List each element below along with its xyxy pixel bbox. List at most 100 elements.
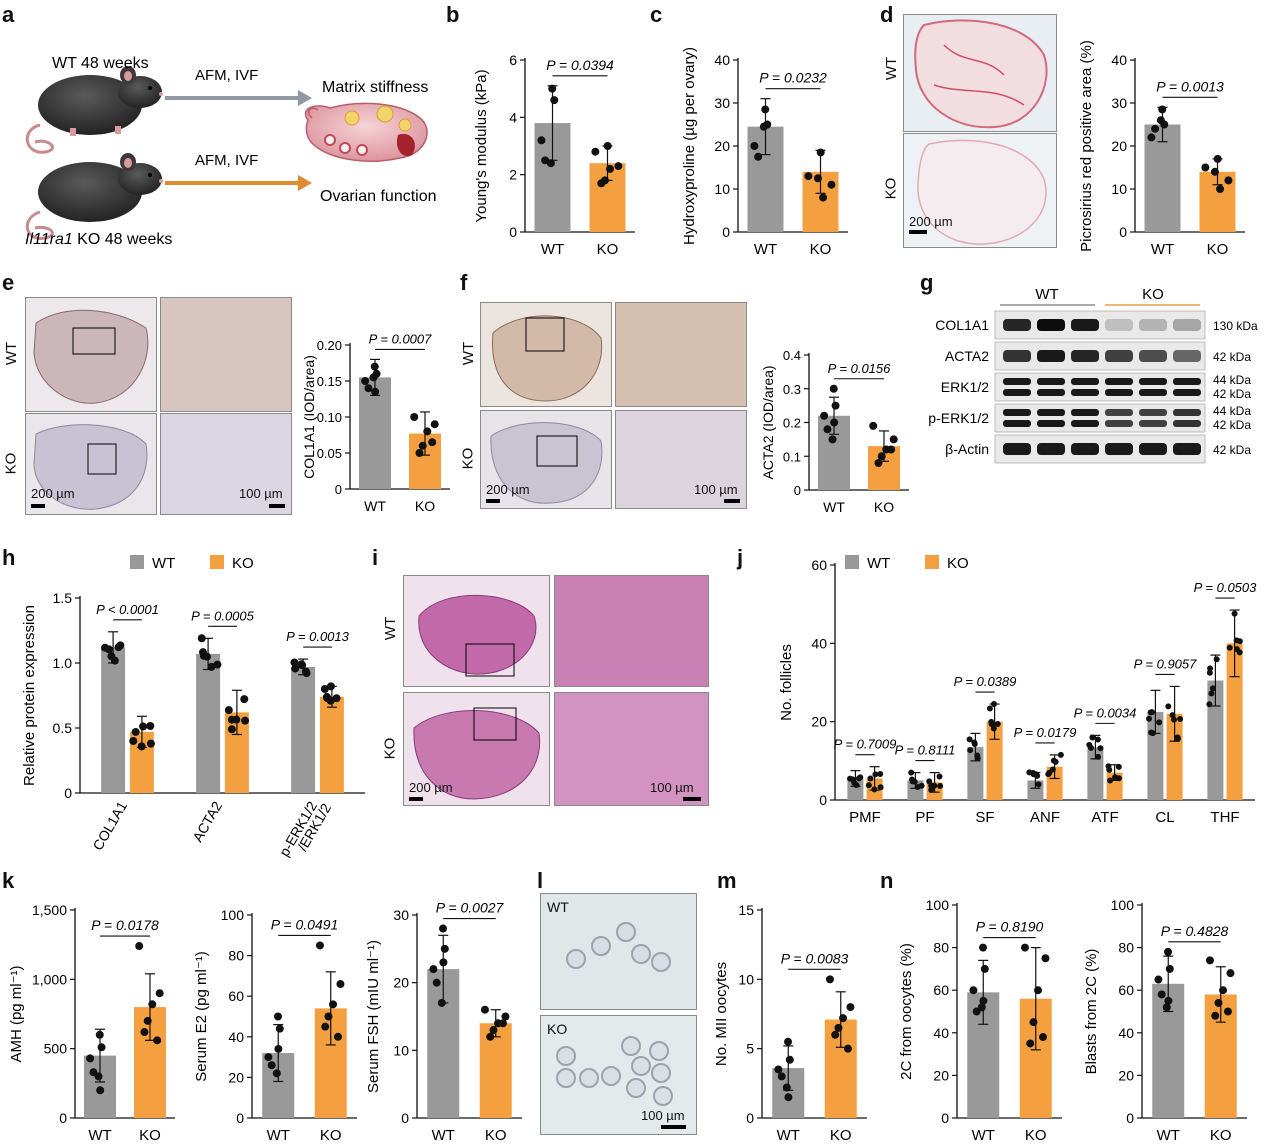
data-point: [1177, 715, 1184, 722]
data-point: [869, 421, 878, 430]
x-tick-label: WT: [754, 241, 777, 258]
y-tick-label: 0.4: [783, 348, 801, 363]
data-point: [867, 775, 874, 782]
data-point: [754, 152, 763, 161]
data-point: [1041, 954, 1050, 963]
data-point: [1034, 986, 1043, 995]
data-point: [437, 998, 446, 1007]
data-point: [1226, 644, 1233, 651]
x-tick-label: WT: [88, 1127, 111, 1144]
data-point: [1046, 769, 1053, 776]
wb-row-label: β-Actin: [945, 441, 989, 457]
x-tick-label: ANF: [1030, 809, 1060, 826]
wb-band: [1105, 378, 1133, 385]
data-point: [967, 747, 974, 754]
data-point: [591, 147, 600, 156]
y-tick-label: 1.0: [53, 655, 73, 671]
data-point: [439, 958, 448, 967]
data-point: [603, 142, 612, 150]
ovary-icon: [304, 102, 428, 162]
y-tick-label: 60: [811, 557, 827, 573]
p-value-label: P = 0.4828: [1161, 923, 1229, 939]
panel-label-a: a: [2, 2, 15, 27]
wb-band: [1105, 409, 1133, 416]
wb-kda-label: 130 kDa: [1213, 319, 1258, 333]
data-point: [969, 986, 978, 995]
data-point: [928, 782, 935, 789]
y-tick-label: 20: [811, 714, 827, 730]
data-point: [988, 718, 995, 725]
micrograph-f-ko-zoom: 100 µm: [615, 410, 747, 509]
legend-label-wt: WT: [867, 555, 890, 572]
x-tick-label: WT: [267, 1127, 290, 1144]
top-arrow-label: AFM, IVF: [195, 67, 258, 84]
data-point: [429, 965, 438, 974]
data-point: [320, 685, 329, 694]
chart-amh: 0 500 1,000 1,500 AMH (pg ml⁻¹) WT KO P = 0.017…: [8, 902, 175, 1144]
data-point: [329, 1000, 338, 1009]
data-point: [1038, 1033, 1047, 1042]
data-point: [1174, 734, 1181, 741]
data-point: [274, 1012, 283, 1021]
wb-group-label-wt: WT: [1035, 286, 1058, 303]
y-tick-label: 6: [509, 52, 517, 68]
p-value-label: P = 0.0013: [286, 629, 350, 644]
y-axis-label: No. MII oocytes: [713, 962, 730, 1066]
data-point: [336, 980, 345, 989]
data-point: [1211, 1011, 1220, 1020]
data-point: [140, 1028, 149, 1037]
y-tick-label: 60: [1118, 982, 1134, 998]
panel-label-l: l: [537, 868, 544, 893]
bar-wt: [291, 666, 316, 793]
data-point: [830, 418, 839, 427]
data-point: [1226, 969, 1235, 978]
wb-band: [1139, 378, 1167, 385]
y-axis-label: Relative protein expression: [21, 605, 38, 786]
ko-gene-name: Il11ra1: [25, 231, 73, 248]
wb-group-label-ko: KO: [1142, 286, 1164, 303]
y-axis-label: 2C from oocytes (%): [898, 943, 915, 1080]
data-point: [1165, 703, 1172, 710]
data-point: [1146, 715, 1153, 722]
x-tick-label: KO: [810, 241, 832, 258]
chart-protein-expression: 0 0.5 1.0 1.5 Relative protein expression P <…: [21, 555, 365, 859]
data-point: [546, 159, 555, 168]
micrograph-i-ko: 200 µm: [403, 692, 550, 806]
data-point: [1164, 947, 1173, 956]
y-tick-label: 100: [1111, 897, 1135, 913]
x-tick-label: WT: [777, 1127, 800, 1144]
row-label-d-ko: KO: [882, 177, 900, 200]
y-tick-label: 40: [714, 52, 730, 68]
data-point: [274, 1044, 283, 1053]
wb-band: [1003, 319, 1031, 331]
wb-band: [1173, 409, 1201, 416]
ovarian-function-label: Ovarian function: [320, 188, 437, 205]
row-label-l-ko: KO: [547, 1021, 568, 1037]
chart-blasts-2c: 0 20 40 60 80 100 Blasts from 2C (%) WT KO P = 0.…: [1083, 897, 1247, 1144]
data-point: [321, 1022, 330, 1031]
wb-band: [1071, 389, 1099, 396]
x-tick-label: KO: [415, 498, 435, 514]
data-point: [597, 179, 606, 188]
data-point: [1213, 154, 1222, 163]
wb-kda-label: 44 kDa: [1213, 373, 1251, 387]
data-point: [986, 705, 993, 712]
data-point: [1029, 1018, 1038, 1027]
y-tick-label: 0.1: [783, 449, 801, 464]
scale-bar-label-d: 200 µm: [909, 214, 953, 229]
data-point: [114, 643, 123, 652]
micrograph-f-ko: 200 µm: [480, 410, 612, 509]
data-point: [1147, 133, 1156, 142]
data-point: [480, 1005, 489, 1014]
data-point: [936, 773, 943, 780]
chart-acta2-iod: 0 0.1 0.2 0.3 0.4 ACTA2 (IOD/area) WT KO P = 0.0…: [760, 348, 909, 515]
data-point: [819, 193, 828, 202]
y-axis-label: Blasts from 2C (%): [1083, 949, 1100, 1075]
data-point: [440, 944, 449, 953]
panel-label-c: c: [650, 2, 663, 27]
data-point: [155, 989, 164, 998]
data-point: [364, 384, 373, 393]
wb-band: [1139, 420, 1167, 427]
data-point: [207, 662, 216, 671]
wb-kda-label: 42 kDa: [1213, 418, 1251, 432]
